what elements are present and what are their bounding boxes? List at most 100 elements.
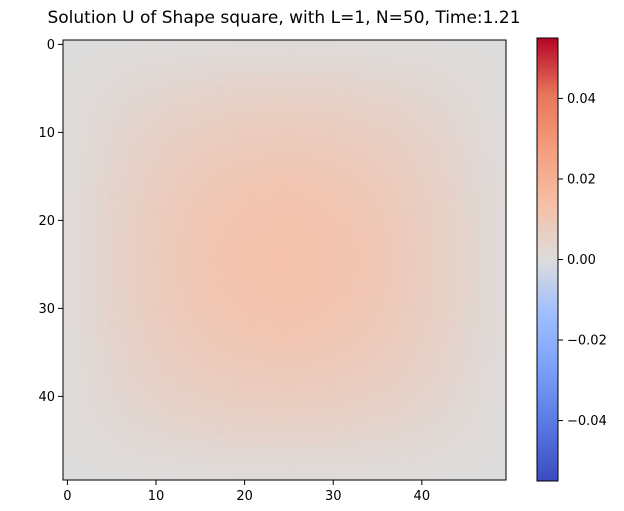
heatmap-cell [178, 339, 188, 349]
heatmap-cell [435, 172, 445, 182]
heatmap-cell [311, 339, 321, 349]
heatmap-cell [355, 312, 365, 323]
heatmap-cell [98, 198, 108, 208]
heatmap-cell [470, 260, 481, 270]
heatmap-cell [452, 400, 463, 411]
heatmap-cell [107, 356, 117, 367]
heatmap-cell [107, 392, 117, 402]
heatmap-cell [293, 207, 303, 217]
heatmap-cell [319, 400, 330, 411]
heatmap-cell [160, 242, 170, 252]
heatmap-cell [302, 84, 312, 94]
heatmap-cell [346, 145, 356, 155]
heatmap-cell [275, 260, 286, 270]
heatmap-cell [417, 444, 427, 455]
heatmap-cell [107, 418, 117, 428]
heatmap-cell [346, 409, 356, 419]
heatmap-cell [249, 277, 259, 287]
heatmap-cell [497, 48, 507, 59]
heatmap-cell [302, 180, 312, 191]
heatmap-cell [452, 66, 463, 76]
heatmap-cell [222, 216, 232, 226]
heatmap-cell [213, 409, 224, 419]
heatmap-cell [89, 189, 100, 199]
heatmap-cell [364, 330, 374, 340]
heatmap-cell [107, 145, 117, 155]
heatmap-cell [373, 453, 383, 463]
heatmap-cell [195, 92, 206, 103]
heatmap-cell [204, 348, 215, 358]
heatmap-cell [284, 462, 294, 472]
heatmap-cell [293, 409, 303, 419]
heatmap-cell [390, 40, 401, 50]
heatmap-cell [452, 409, 463, 419]
heatmap-cell [275, 330, 286, 340]
heatmap-cell [240, 453, 250, 463]
heatmap-cell [497, 180, 507, 191]
heatmap-cell [302, 268, 312, 279]
heatmap-cell [116, 400, 126, 411]
heatmap-cell [443, 136, 454, 147]
heatmap-cell [311, 374, 321, 384]
heatmap-cell [488, 295, 498, 305]
heatmap-cell [89, 304, 100, 314]
heatmap-cell [107, 348, 117, 358]
heatmap-cell [284, 330, 294, 340]
heatmap-cell [408, 286, 418, 296]
heatmap-cell [328, 427, 339, 437]
heatmap-cell [107, 216, 117, 226]
heatmap-cell [80, 75, 91, 85]
heatmap-cell [80, 198, 91, 208]
heatmap-cell [98, 277, 108, 287]
heatmap-cell [195, 145, 206, 155]
heatmap-cell [497, 251, 507, 261]
heatmap-cell [390, 268, 401, 279]
heatmap-cell [240, 119, 250, 129]
heatmap-cell [488, 233, 498, 243]
heatmap-cell [107, 330, 117, 340]
heatmap-cell [302, 260, 312, 270]
heatmap-cell [231, 119, 241, 129]
heatmap-cell [470, 180, 481, 191]
heatmap-cell [426, 48, 436, 59]
heatmap-cell [426, 207, 436, 217]
heatmap-cell [302, 321, 312, 331]
heatmap-cell [231, 400, 241, 411]
heatmap-cell [231, 57, 241, 67]
heatmap-cell [231, 242, 241, 252]
heatmap-cell [125, 400, 135, 411]
heatmap-cell [80, 365, 91, 375]
heatmap-cell [195, 101, 206, 111]
heatmap-cell [266, 277, 277, 287]
heatmap-cell [195, 374, 206, 384]
heatmap-cell [266, 418, 277, 428]
heatmap-cell [125, 57, 135, 67]
heatmap-cell [133, 321, 144, 331]
heatmap-cell [311, 145, 321, 155]
heatmap-cell [98, 66, 108, 76]
heatmap-cell [443, 444, 454, 455]
heatmap-cell [417, 242, 427, 252]
heatmap-cell [426, 101, 436, 111]
heatmap-cell [390, 339, 401, 349]
heatmap-cell [257, 163, 268, 173]
heatmap-cell [479, 286, 489, 296]
heatmap-cell [133, 145, 144, 155]
heatmap-cell [364, 75, 374, 85]
heatmap-cell [231, 172, 241, 182]
heatmap-cell [151, 392, 162, 402]
heatmap-cell [116, 471, 126, 481]
heatmap-cell [470, 277, 481, 287]
heatmap-cell [443, 216, 454, 226]
heatmap-cell [80, 409, 91, 419]
heatmap-cell [328, 180, 339, 191]
heatmap-cell [125, 268, 135, 279]
heatmap-cell [89, 233, 100, 243]
heatmap-cell [488, 365, 498, 375]
heatmap-cell [355, 128, 365, 138]
heatmap-cell [311, 57, 321, 67]
heatmap-cell [98, 286, 108, 296]
heatmap-cell [417, 101, 427, 111]
heatmap-cell [98, 365, 108, 375]
heatmap-cell [302, 330, 312, 340]
